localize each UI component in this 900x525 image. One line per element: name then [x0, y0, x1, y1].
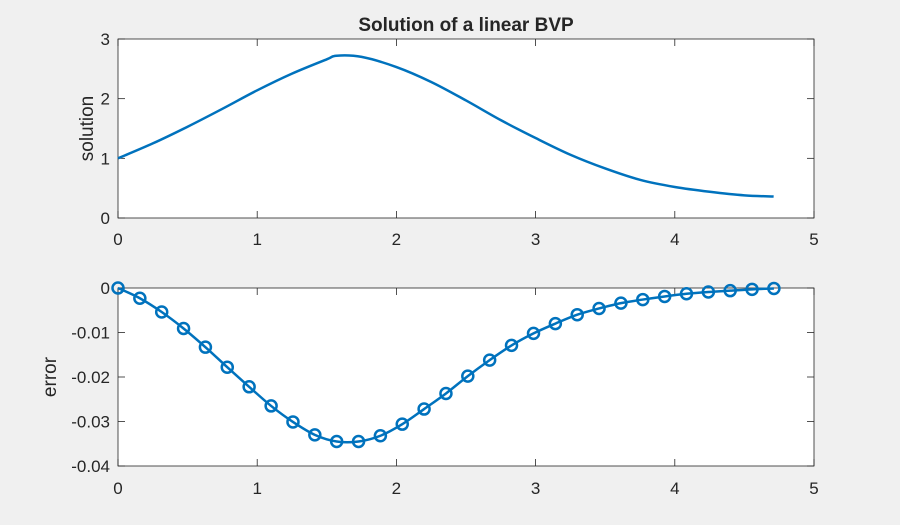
error-data-point: [198, 340, 213, 354]
bottom-y-tick-label: -0.01: [71, 324, 110, 343]
bottom-y-axis-label: error: [40, 356, 61, 397]
top-x-tick-label: 2: [392, 230, 401, 249]
error-data-point: [504, 338, 519, 353]
top-x-tick-label: 4: [670, 230, 679, 249]
top-y-tick-label: 1: [101, 149, 110, 168]
top-x-tick-label: 5: [809, 230, 818, 249]
bottom-x-tick-label: 4: [670, 479, 679, 498]
bottom-tick-labels: 0 1 2 3 4 5 0 -0.01 -0.02 -0.03 -0.04: [71, 279, 818, 498]
error-data-point: [373, 428, 388, 443]
top-y-axis-label: solution: [77, 96, 98, 162]
bottom-y-tick-label: -0.03: [71, 413, 110, 432]
top-y-tick-label: 0: [101, 209, 110, 228]
error-data-point: [679, 287, 694, 301]
bottom-x-tick-label: 3: [531, 479, 540, 498]
error-data-point: [417, 402, 431, 416]
error-data-point: [220, 360, 235, 374]
error-data-point: [701, 285, 716, 299]
top-axes-box: [117, 38, 815, 219]
error-series-markers: [111, 281, 781, 449]
error-series-line: [117, 286, 774, 444]
top-subplot: Solution of a linear BVP solution 0 1 2 …: [77, 15, 819, 249]
top-y-tick-label: 2: [101, 90, 110, 109]
top-tick-labels: 0 1 2 3 4 5 0 1 2 3: [101, 30, 819, 249]
top-chart-title: Solution of a linear BVP: [358, 15, 574, 36]
error-data-point: [767, 281, 781, 296]
bottom-x-tick-label: 1: [252, 479, 261, 498]
top-x-tick-label: 1: [252, 230, 261, 249]
bottom-y-tick-label: 0: [101, 279, 110, 298]
error-data-point: [395, 417, 409, 431]
bottom-x-tick-label: 2: [392, 479, 401, 498]
error-data-point: [264, 399, 278, 413]
error-data-point: [461, 369, 475, 383]
error-data-point: [439, 386, 453, 401]
top-x-tick-label: 0: [113, 230, 122, 249]
error-data-point: [592, 301, 606, 316]
error-data-point: [154, 305, 169, 319]
bottom-x-tick-label: 5: [809, 479, 818, 498]
error-data-point: [176, 321, 191, 336]
error-data-point: [111, 281, 125, 295]
error-data-point: [286, 415, 300, 429]
error-data-point: [482, 353, 497, 367]
error-data-point: [657, 289, 672, 304]
error-data-point: [308, 428, 322, 442]
error-data-point: [614, 296, 628, 310]
bottom-y-tick-label: -0.02: [71, 368, 110, 387]
top-x-tick-label: 3: [531, 230, 540, 249]
error-data-point: [745, 282, 759, 297]
top-ticks: [117, 38, 815, 219]
error-data-point: [723, 283, 737, 298]
error-data-point: [548, 316, 563, 331]
solution-series-line: [117, 54, 774, 198]
error-data-point: [329, 434, 344, 449]
error-data-point: [526, 326, 541, 341]
error-data-point: [242, 380, 256, 394]
bottom-subplot: error 0 1 2 3 4 5 0 -0.01 -0.02 -0.03 -0…: [40, 279, 819, 498]
error-data-point: [636, 292, 650, 307]
error-data-point: [351, 434, 366, 449]
top-y-tick-label: 3: [101, 30, 110, 49]
bottom-y-tick-label: -0.04: [71, 457, 110, 476]
error-data-point: [133, 291, 147, 305]
error-data-point: [570, 307, 584, 322]
bottom-x-tick-label: 0: [113, 479, 122, 498]
